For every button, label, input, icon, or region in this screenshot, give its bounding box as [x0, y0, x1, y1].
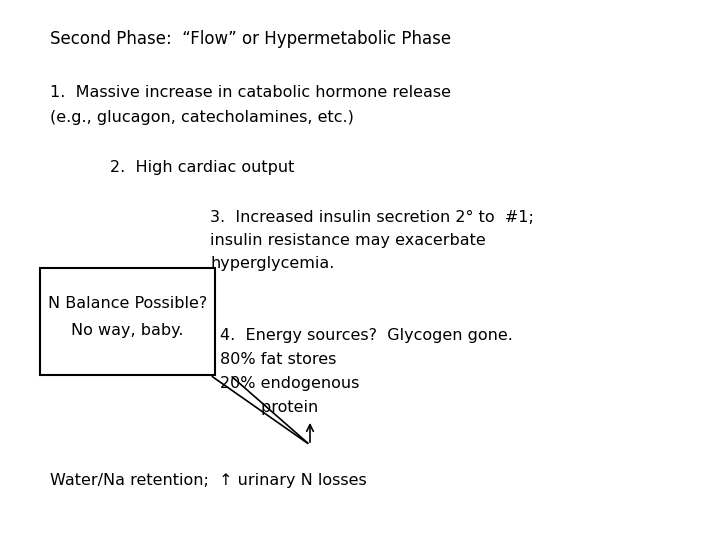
Text: 4.  Energy sources?  Glycogen gone.: 4. Energy sources? Glycogen gone. — [220, 328, 513, 343]
Text: 1.  Massive increase in catabolic hormone release: 1. Massive increase in catabolic hormone… — [50, 85, 451, 100]
Text: hyperglycemia.: hyperglycemia. — [210, 256, 334, 271]
Text: Second Phase:  “Flow” or Hypermetabolic Phase: Second Phase: “Flow” or Hypermetabolic P… — [50, 30, 451, 48]
Text: protein: protein — [220, 400, 318, 415]
Text: 2.  High cardiac output: 2. High cardiac output — [110, 160, 294, 175]
Bar — [40, 268, 215, 375]
Text: 20% endogenous: 20% endogenous — [220, 376, 359, 391]
Text: 3.  Increased insulin secretion 2° to  #1;: 3. Increased insulin secretion 2° to #1; — [210, 210, 534, 225]
Text: insulin resistance may exacerbate: insulin resistance may exacerbate — [210, 233, 486, 248]
Text: No way, baby.: No way, baby. — [71, 323, 184, 338]
Text: (e.g., glucagon, catecholamines, etc.): (e.g., glucagon, catecholamines, etc.) — [50, 110, 354, 125]
Text: Water/Na retention;  ↑ urinary N losses: Water/Na retention; ↑ urinary N losses — [50, 473, 366, 488]
Text: N Balance Possible?: N Balance Possible? — [48, 296, 207, 311]
Text: 80% fat stores: 80% fat stores — [220, 352, 336, 367]
